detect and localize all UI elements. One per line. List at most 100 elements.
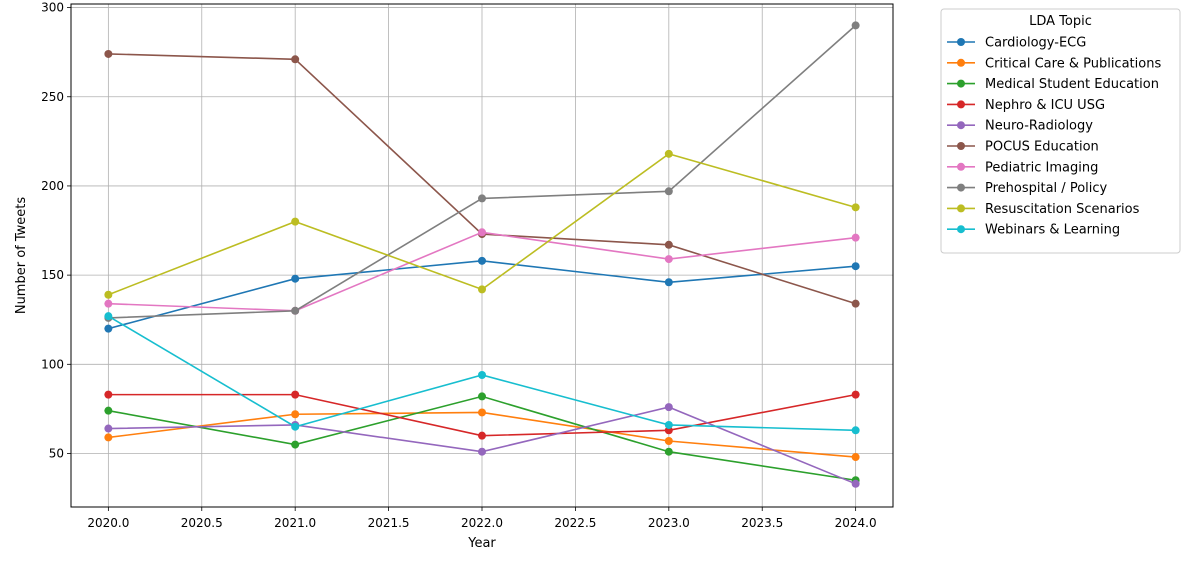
legend: LDA Topic Cardiology-ECG Critical Care & … — [940, 8, 1181, 254]
data-point — [664, 447, 673, 456]
series-layer — [104, 21, 860, 488]
data-point — [104, 290, 113, 299]
legend-marker — [957, 100, 965, 109]
x-tick-label: 2022.0 — [461, 516, 503, 530]
data-point — [851, 203, 860, 212]
x-tick-label: 2021.0 — [274, 516, 316, 530]
data-point — [291, 217, 300, 226]
data-point — [478, 371, 486, 380]
data-point — [664, 187, 673, 196]
data-point — [478, 392, 486, 401]
legend-item: Medical Student Education — [947, 77, 1159, 92]
legend-marker — [957, 225, 965, 234]
legend-label: Prehospital / Policy — [985, 181, 1108, 196]
x-tick-label: 2023.5 — [741, 516, 783, 530]
data-point — [851, 390, 860, 399]
series-prehospital-policy — [104, 21, 860, 322]
y-axis: 50 100 150 200 250 300 — [41, 1, 71, 460]
grid — [71, 4, 893, 507]
legend-item: POCUS Education — [947, 140, 1099, 155]
data-point — [851, 453, 860, 462]
legend-marker — [957, 142, 965, 150]
data-point — [291, 410, 300, 419]
series-critical-care-publications — [104, 408, 860, 462]
data-point — [664, 149, 673, 158]
legend-box — [940, 8, 1181, 254]
series-webinars-learning — [104, 312, 860, 435]
data-point — [851, 233, 860, 242]
x-axis: 2020.0 2020.5 2021.0 2021.5 2022.0 2022.5 2023… — [87, 507, 877, 530]
x-tick-label: 2022.5 — [554, 516, 596, 530]
y-axis-label: Number of Tweets — [14, 197, 29, 315]
legend-marker — [957, 183, 965, 192]
x-tick-label: 2024.0 — [835, 516, 877, 530]
legend-item: Webinars & Learning — [947, 223, 1120, 238]
data-point — [664, 240, 673, 249]
legend-label: Pediatric Imaging — [985, 160, 1098, 175]
y-tick-label: 50 — [49, 446, 64, 460]
data-point — [664, 403, 673, 412]
x-axis-label: Year — [467, 536, 496, 551]
data-point — [104, 433, 113, 442]
legend-label: Webinars & Learning — [985, 223, 1120, 238]
legend-label: Critical Care & Publications — [985, 56, 1161, 71]
series-medical-student-education — [104, 392, 860, 485]
data-point — [104, 324, 113, 333]
data-point — [291, 422, 300, 431]
data-point — [478, 285, 486, 294]
data-point — [664, 420, 673, 429]
data-point — [664, 437, 673, 446]
data-point — [478, 431, 486, 440]
legend-label: Medical Student Education — [985, 77, 1159, 92]
x-tick-label: 2023.0 — [648, 516, 690, 530]
legend-marker — [957, 162, 965, 171]
data-point — [291, 440, 300, 449]
legend-item: Critical Care & Publications — [947, 56, 1161, 71]
legend-marker — [957, 58, 965, 67]
series-resuscitation-scenarios — [104, 149, 860, 299]
data-point — [104, 406, 113, 415]
series-cardiology-ecg — [104, 256, 860, 333]
legend-label: Neuro-Radiology — [985, 119, 1093, 134]
legend-item: Nephro & ICU USG — [947, 98, 1105, 113]
x-tick-label: 2021.5 — [368, 516, 410, 530]
legend-item: Cardiology-ECG — [947, 36, 1086, 51]
legend-label: POCUS Education — [985, 140, 1099, 155]
data-point — [851, 479, 860, 488]
data-point — [851, 262, 860, 271]
x-tick-label: 2020.0 — [87, 516, 129, 530]
data-point — [478, 194, 486, 203]
data-point — [291, 274, 300, 283]
legend-label: Nephro & ICU USG — [985, 98, 1105, 113]
data-point — [478, 256, 486, 265]
y-tick-label: 100 — [41, 357, 64, 371]
data-point — [291, 390, 300, 399]
data-point — [104, 312, 113, 321]
data-point — [478, 228, 486, 237]
legend-marker — [957, 204, 965, 213]
legend-marker — [957, 121, 965, 130]
data-point — [104, 49, 113, 58]
y-tick-label: 250 — [41, 90, 64, 104]
y-tick-label: 200 — [41, 179, 64, 193]
legend-label: Cardiology-ECG — [985, 36, 1086, 51]
data-point — [104, 299, 113, 308]
y-tick-label: 150 — [41, 268, 64, 282]
legend-item: Neuro-Radiology — [947, 119, 1093, 134]
data-point — [851, 426, 860, 435]
legend-item: Pediatric Imaging — [947, 160, 1098, 175]
data-point — [291, 55, 300, 64]
legend-label: Resuscitation Scenarios — [985, 202, 1140, 217]
data-point — [664, 278, 673, 287]
legend-item: Prehospital / Policy — [947, 181, 1108, 196]
legend-title: LDA Topic — [1029, 14, 1092, 29]
data-point — [851, 21, 860, 30]
data-point — [104, 424, 113, 433]
data-point — [478, 447, 486, 456]
data-point — [478, 408, 486, 417]
legend-marker — [957, 38, 965, 46]
data-point — [664, 255, 673, 264]
y-tick-label: 300 — [41, 1, 64, 15]
